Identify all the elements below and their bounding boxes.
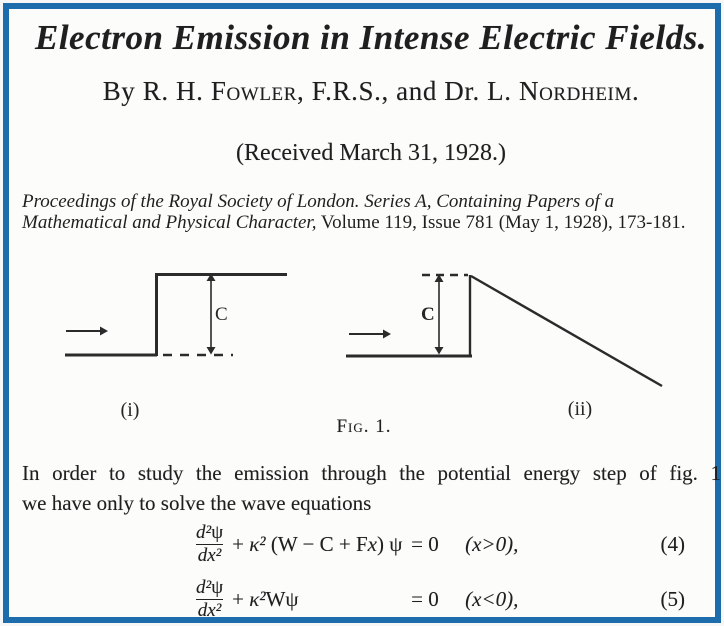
paper-byline: By R. H. Fowler, F.R.S., and Dr. L. Nord… xyxy=(9,76,724,107)
eq4-kappa: κ² xyxy=(249,531,266,556)
equation-4: d²ψ dx² + κ² (W − C + Fx) ψ = 0 (x>0), (… xyxy=(194,520,706,568)
diagram-ii: C (ii) xyxy=(346,273,663,420)
equation-4-condition: (x>0), xyxy=(465,531,519,556)
diagram-i-label: (i) xyxy=(121,399,140,421)
equation-4-expression: + κ² (W − C + Fx) ψ xyxy=(232,532,411,557)
journal-citation: Proceedings of the Royal Society of Lond… xyxy=(22,191,724,233)
eq4-psi: ) ψ xyxy=(376,531,403,556)
c-arrow-head-top-i xyxy=(206,273,216,281)
equation-5-expression: + κ²Wψ xyxy=(232,587,411,612)
diagram-i: C (i) xyxy=(65,273,287,421)
equation-4-equals-zero: = 0 xyxy=(411,531,439,556)
equation-5: d²ψ dx² + κ²Wψ = 0 (x<0), (5) xyxy=(194,575,706,623)
diagram-ii-label: (ii) xyxy=(568,398,592,420)
citation-journal-name-line1: Proceedings of the Royal Society of Lond… xyxy=(22,191,615,212)
equation-5-equals-zero: = 0 xyxy=(411,586,439,611)
c-arrow-head-bottom-ii xyxy=(434,347,444,355)
figure-caption: Fig. 1. xyxy=(336,416,392,437)
incoming-arrow-head-ii xyxy=(383,329,391,339)
c-arrow-head-top-ii xyxy=(434,274,444,282)
author-nordheim: Nordheim xyxy=(518,76,632,106)
eq4-x: x xyxy=(367,531,377,556)
body-paragraph: In order to study the emission through t… xyxy=(22,458,721,518)
figure-1-diagram: C (i) C (ii) xyxy=(65,273,663,421)
sloped-potential-line-ii xyxy=(470,274,663,388)
step-height-label-ii: C xyxy=(421,304,435,325)
byline-prefix: By R. H. xyxy=(102,76,211,106)
equation-4-fraction: d²ψ dx² xyxy=(194,522,225,566)
eq4-mid: (W − C + F xyxy=(265,531,368,556)
byline-period: . xyxy=(631,76,640,106)
body-line-1: In order to study the emission through t… xyxy=(22,461,721,485)
author-fowler: Fowler xyxy=(210,76,298,106)
received-date-line: (Received March 31, 1928.) xyxy=(236,140,506,166)
paper-title: Electron Emission in Intense Electric Fi… xyxy=(34,18,708,57)
citation-journal-name-line2: Mathematical and Physical Character, xyxy=(22,212,317,233)
eq4-frac-num-d2: d² xyxy=(196,522,212,544)
incoming-arrow-head-i xyxy=(100,326,108,336)
equation-5-number: (5) xyxy=(660,586,686,611)
step-height-label-i: C xyxy=(215,304,228,325)
c-arrow-head-bottom-i xyxy=(206,347,216,355)
byline-middle: , F.R.S., and Dr. L. xyxy=(297,76,519,106)
citation-volume-info: Volume 119, Issue 781 (May 1, 1928), 173… xyxy=(316,212,686,233)
eq4-plus: + xyxy=(232,531,250,556)
eq4-frac-den: dx² xyxy=(195,543,224,566)
eq4-frac-num-psi: ψ xyxy=(211,522,224,544)
body-line-2: we have only to solve the wave equations xyxy=(22,491,372,515)
paper-page: Electron Emission in Intense Electric Fi… xyxy=(3,3,721,623)
equation-5-fraction: d²ψ dx² xyxy=(194,577,225,621)
eq5-frac-num-psi: ψ xyxy=(211,577,224,599)
eq5-kappa: κ² xyxy=(249,586,266,611)
equation-5-condition: (x<0), xyxy=(465,586,519,611)
eq5-frac-num-d2: d² xyxy=(196,577,212,599)
eq5-frac-den: dx² xyxy=(195,598,224,621)
equation-4-number: (4) xyxy=(660,531,686,556)
eq5-mid: Wψ xyxy=(265,586,299,611)
eq5-plus: + xyxy=(232,586,250,611)
